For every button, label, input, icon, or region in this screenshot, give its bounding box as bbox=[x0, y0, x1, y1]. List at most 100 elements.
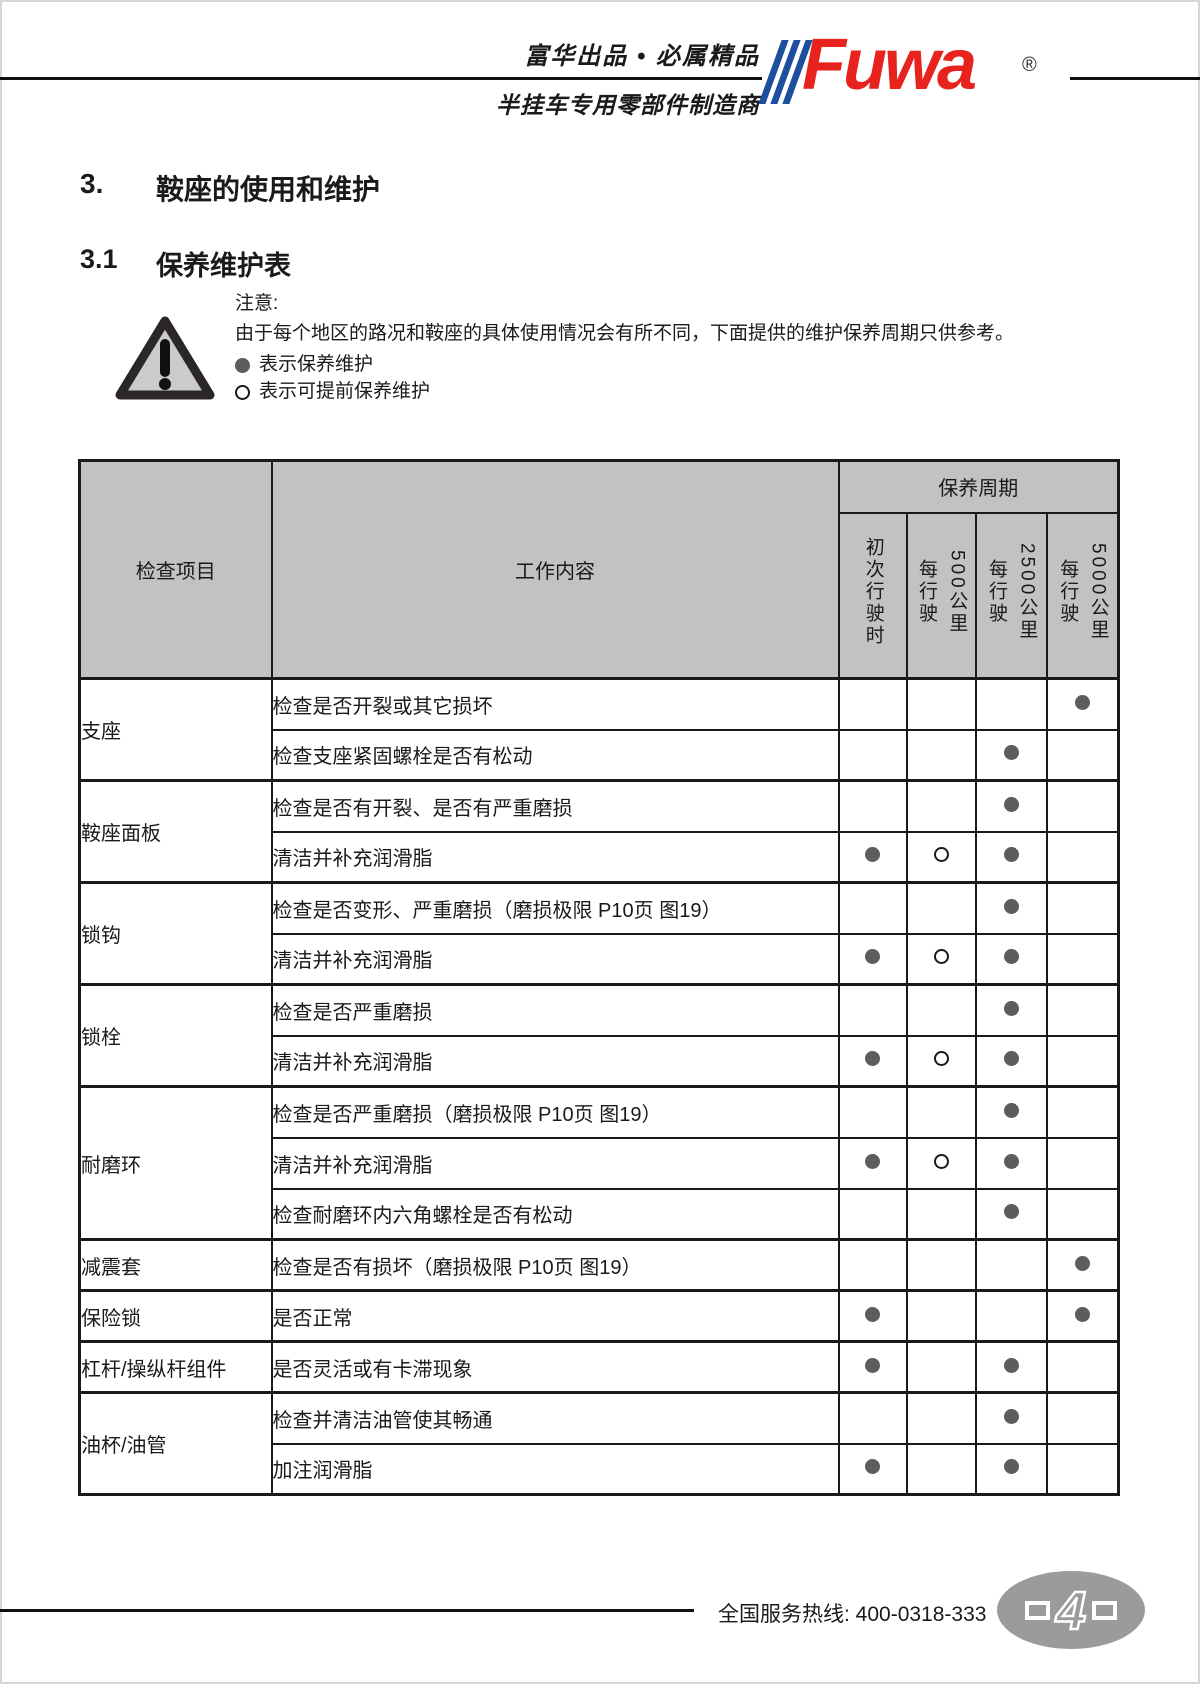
notice-block: 注意: 由于每个地区的路况和鞍座的具体使用情况会有所不同，下面提供的维护保养周期… bbox=[235, 292, 1014, 403]
item-cell: 锁栓 bbox=[78, 983, 273, 1088]
mark-cell-2 bbox=[974, 830, 1048, 884]
mark-cell-1 bbox=[905, 728, 977, 782]
mark-cell-3 bbox=[1045, 881, 1120, 935]
logo-wordmark: Fuwa bbox=[802, 25, 977, 105]
mark-cell-3 bbox=[1045, 677, 1120, 731]
work-cell: 清洁并补充润滑脂 bbox=[270, 1136, 840, 1190]
item-cell: 杠杆/操纵杆组件 bbox=[78, 1340, 273, 1394]
mark-cell-3 bbox=[1045, 1085, 1120, 1139]
mark-cell-0 bbox=[837, 1034, 908, 1088]
mark-cell-1 bbox=[905, 1391, 977, 1445]
mark-cell-3 bbox=[1045, 932, 1120, 986]
table-row: 锁栓 检查是否严重磨损 bbox=[78, 983, 1120, 1088]
table-row: 检查耐磨环内六角螺栓是否有松动 bbox=[80, 1187, 1120, 1241]
work-cell: 检查耐磨环内六角螺栓是否有松动 bbox=[270, 1187, 840, 1241]
filled-dot-icon bbox=[865, 1306, 880, 1322]
mark-cell-0 bbox=[837, 932, 908, 986]
page-number: 4 bbox=[1055, 1581, 1086, 1641]
header-rule-right bbox=[1070, 77, 1200, 80]
work-cell: 检查是否有开裂、是否有严重磨损 bbox=[270, 779, 840, 833]
brand-subtitle: 半挂车专用零部件制造商 bbox=[496, 92, 760, 118]
mark-cell-0 bbox=[837, 881, 908, 935]
work-cell: 检查是否变形、严重磨损（磨损极限 P10页 图19） bbox=[270, 881, 840, 935]
period-col-label: 每行驶 5000公里 bbox=[1057, 543, 1109, 642]
filled-dot-icon bbox=[1003, 1153, 1019, 1169]
mark-cell-3 bbox=[1045, 830, 1120, 884]
mark-cell-2 bbox=[974, 1289, 1048, 1343]
legend-early-maintenance: 表示可提前保养维护 bbox=[235, 381, 1014, 403]
table-row: 油杯/油管 检查并清洁油管使其畅通 bbox=[78, 1391, 1120, 1496]
work-cell: 是否正常 bbox=[270, 1289, 840, 1343]
filled-dot-icon bbox=[1003, 1459, 1019, 1475]
work-cell: 检查并清洁油管使其畅通 bbox=[270, 1391, 840, 1445]
mark-cell-1 bbox=[905, 983, 977, 1037]
col-header-period: 保养周期 bbox=[837, 459, 1120, 514]
work-cell: 检查支座紧固螺栓是否有松动 bbox=[270, 728, 840, 782]
fuwa-logo: Fuwa ® bbox=[758, 25, 1048, 114]
mark-cell-0 bbox=[837, 677, 908, 731]
table-row: 加注润滑脂 bbox=[80, 1442, 1120, 1496]
mark-cell-2 bbox=[974, 1340, 1048, 1394]
filled-dot-icon bbox=[1074, 694, 1090, 710]
footer-rule bbox=[0, 1609, 694, 1612]
period-col-header-3: 每行驶 5000公里 bbox=[1045, 511, 1120, 680]
mark-cell-2 bbox=[974, 1187, 1048, 1241]
item-cell: 鞍座面板 bbox=[78, 779, 273, 884]
filled-dot-icon bbox=[1003, 1204, 1019, 1220]
open-dot-icon bbox=[933, 1153, 949, 1169]
mark-cell-1 bbox=[905, 1034, 977, 1088]
mark-cell-0 bbox=[837, 983, 908, 1037]
table-row: 检查支座紧固螺栓是否有松动 bbox=[80, 728, 1120, 782]
work-cell: 是否灵活或有卡滞现象 bbox=[270, 1340, 840, 1394]
mark-cell-1 bbox=[905, 1238, 977, 1292]
mark-cell-2 bbox=[974, 1391, 1048, 1445]
subsection-number: 3.1 bbox=[80, 244, 118, 274]
maintenance-schedule-table: 检查项目 工作内容 保养周期初次行驶时 每行驶 500公里 每行驶 2500公里 每行驶 … bbox=[78, 459, 1120, 1496]
mark-cell-0 bbox=[837, 1238, 908, 1292]
legend-filled-label: 表示保养维护 bbox=[259, 354, 374, 375]
filled-dot-icon bbox=[1003, 1102, 1019, 1118]
work-cell: 检查是否有损坏（磨损极限 P10页 图19） bbox=[270, 1238, 840, 1292]
filled-dot-icon bbox=[1003, 1000, 1019, 1016]
work-cell: 检查是否严重磨损 bbox=[270, 983, 840, 1037]
period-col-header-2: 每行驶 2500公里 bbox=[974, 511, 1048, 680]
mark-cell-1 bbox=[905, 932, 977, 986]
filled-dot-icon bbox=[1003, 796, 1019, 812]
filled-dot-icon bbox=[1074, 1255, 1090, 1271]
filled-dot-icon bbox=[1003, 949, 1019, 965]
open-dot-icon bbox=[933, 949, 949, 965]
service-hotline: 全国服务热线: 400-0318-333 bbox=[718, 1603, 987, 1626]
filled-dot-icon bbox=[865, 1459, 880, 1475]
work-cell: 清洁并补充润滑脂 bbox=[270, 932, 840, 986]
mark-cell-3 bbox=[1045, 1238, 1120, 1292]
mark-cell-2 bbox=[974, 1085, 1048, 1139]
open-dot-icon bbox=[235, 384, 250, 400]
work-cell: 加注润滑脂 bbox=[270, 1442, 840, 1496]
filled-dot-icon bbox=[1003, 745, 1019, 761]
item-cell: 支座 bbox=[78, 677, 273, 782]
section-title: 鞍座的使用和维护 bbox=[156, 174, 381, 205]
col-header-item: 检查项目 bbox=[78, 459, 273, 680]
item-cell: 耐磨环 bbox=[78, 1085, 273, 1241]
mark-cell-2 bbox=[974, 779, 1048, 833]
subsection-title: 保养维护表 bbox=[156, 251, 291, 281]
mark-cell-1 bbox=[905, 1442, 977, 1496]
mark-cell-0 bbox=[837, 728, 908, 782]
mark-cell-2 bbox=[974, 881, 1048, 935]
item-cell: 减震套 bbox=[78, 1238, 273, 1292]
section-number: 3. bbox=[80, 168, 104, 199]
period-col-label: 每行驶 500公里 bbox=[916, 549, 968, 635]
filled-dot-icon bbox=[865, 949, 880, 965]
table-row: 清洁并补充润滑脂 bbox=[80, 1136, 1120, 1190]
filled-dot-icon bbox=[1074, 1306, 1090, 1322]
mark-cell-3 bbox=[1045, 1442, 1120, 1496]
mark-cell-0 bbox=[837, 779, 908, 833]
filled-dot-icon bbox=[235, 357, 250, 373]
header-rule-left bbox=[0, 77, 762, 80]
mark-cell-0 bbox=[837, 830, 908, 884]
work-cell: 检查是否开裂或其它损坏 bbox=[270, 677, 840, 731]
col-header-work: 工作内容 bbox=[270, 459, 840, 680]
mark-cell-2 bbox=[974, 1238, 1048, 1292]
mark-cell-0 bbox=[837, 1289, 908, 1343]
period-col-label: 初次行驶时 bbox=[862, 537, 884, 648]
